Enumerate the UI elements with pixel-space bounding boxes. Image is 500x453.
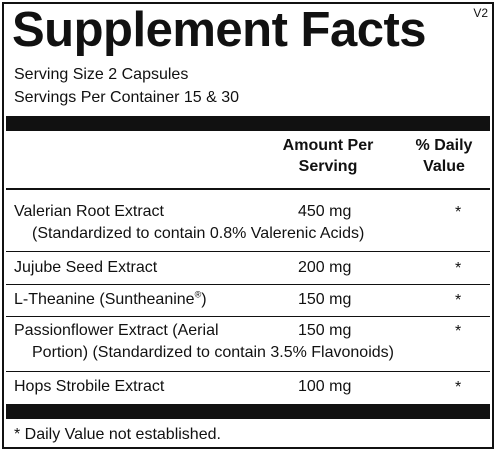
daily-value-cell: *: [455, 292, 462, 309]
nutrient-amount: 100 mg: [298, 378, 352, 395]
nutrient-amount: 150 mg: [298, 291, 352, 308]
row-divider: [6, 371, 490, 372]
supplement-facts-panel: Supplement Facts V2 Serving Size 2 Capsu…: [2, 2, 494, 449]
nutrient-name: Valerian Root Extract: [14, 203, 164, 220]
version-mark: V2: [473, 6, 488, 20]
nutrient-name: Passionflower Extract (Aerial: [14, 322, 219, 339]
nutrient-amount: 200 mg: [298, 259, 352, 276]
daily-value-cell: *: [455, 379, 462, 396]
header-divider: [6, 188, 490, 190]
daily-value-cell: *: [455, 323, 462, 340]
panel-title: Supplement Facts: [12, 3, 427, 57]
nutrient-name: L-Theanine (Suntheanine®): [14, 289, 207, 308]
nutrient-detail: (Standardized to contain 0.8% Valerenic …: [32, 225, 365, 242]
nutrient-name: Jujube Seed Extract: [14, 259, 158, 276]
row-divider: [6, 284, 490, 285]
amount-per-serving-header: Amount Per Serving: [282, 137, 374, 175]
nutrient-name: Hops Strobile Extract: [14, 378, 165, 395]
nutrient-amount: 150 mg: [298, 322, 352, 339]
footnote: * Daily Value not established.: [14, 426, 221, 443]
bottom-thick-bar: [6, 404, 490, 419]
servings-per-container: Servings Per Container 15 & 30: [14, 89, 240, 106]
row-divider: [6, 251, 490, 252]
serving-size: Serving Size 2 Capsules: [14, 66, 189, 83]
top-thick-bar: [6, 116, 490, 131]
nutrient-detail: Portion) (Standardized to contain 3.5% F…: [32, 344, 394, 361]
registered-mark: ®: [194, 289, 202, 300]
row-divider: [6, 316, 490, 317]
nutrient-amount: 450 mg: [298, 203, 352, 220]
daily-value-cell: *: [455, 204, 462, 221]
daily-value-header: % Daily Value: [415, 137, 473, 175]
daily-value-cell: *: [455, 260, 462, 277]
